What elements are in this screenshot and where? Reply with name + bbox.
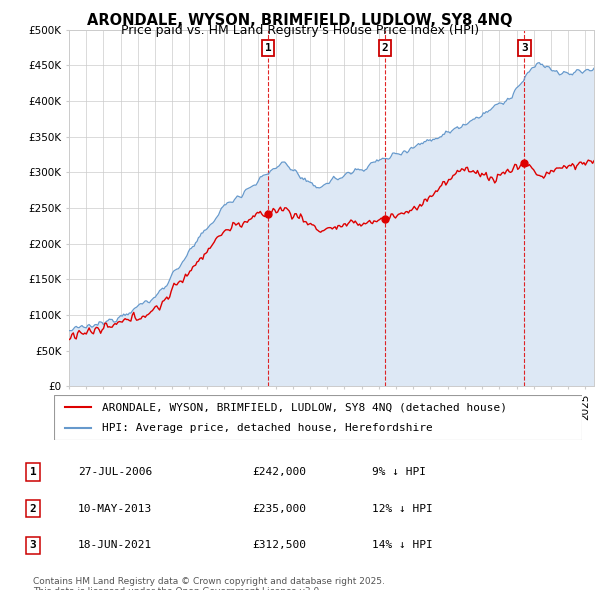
Text: 18-JUN-2021: 18-JUN-2021 (78, 540, 152, 550)
Text: Contains HM Land Registry data © Crown copyright and database right 2025.
This d: Contains HM Land Registry data © Crown c… (33, 577, 385, 590)
Text: 9% ↓ HPI: 9% ↓ HPI (372, 467, 426, 477)
Text: 12% ↓ HPI: 12% ↓ HPI (372, 504, 433, 513)
FancyBboxPatch shape (54, 395, 582, 440)
Text: £242,000: £242,000 (252, 467, 306, 477)
Text: HPI: Average price, detached house, Herefordshire: HPI: Average price, detached house, Here… (101, 424, 432, 434)
Text: 10-MAY-2013: 10-MAY-2013 (78, 504, 152, 513)
Text: ARONDALE, WYSON, BRIMFIELD, LUDLOW, SY8 4NQ (detached house): ARONDALE, WYSON, BRIMFIELD, LUDLOW, SY8 … (101, 402, 506, 412)
Text: Price paid vs. HM Land Registry's House Price Index (HPI): Price paid vs. HM Land Registry's House … (121, 24, 479, 37)
Text: 1: 1 (29, 467, 37, 477)
Text: 3: 3 (29, 540, 37, 550)
Text: 2: 2 (382, 43, 388, 53)
Text: 1: 1 (265, 43, 272, 53)
Text: 27-JUL-2006: 27-JUL-2006 (78, 467, 152, 477)
Text: 2: 2 (29, 504, 37, 513)
Text: 14% ↓ HPI: 14% ↓ HPI (372, 540, 433, 550)
Text: 3: 3 (521, 43, 528, 53)
Text: £312,500: £312,500 (252, 540, 306, 550)
Text: ARONDALE, WYSON, BRIMFIELD, LUDLOW, SY8 4NQ: ARONDALE, WYSON, BRIMFIELD, LUDLOW, SY8 … (87, 13, 513, 28)
Text: £235,000: £235,000 (252, 504, 306, 513)
